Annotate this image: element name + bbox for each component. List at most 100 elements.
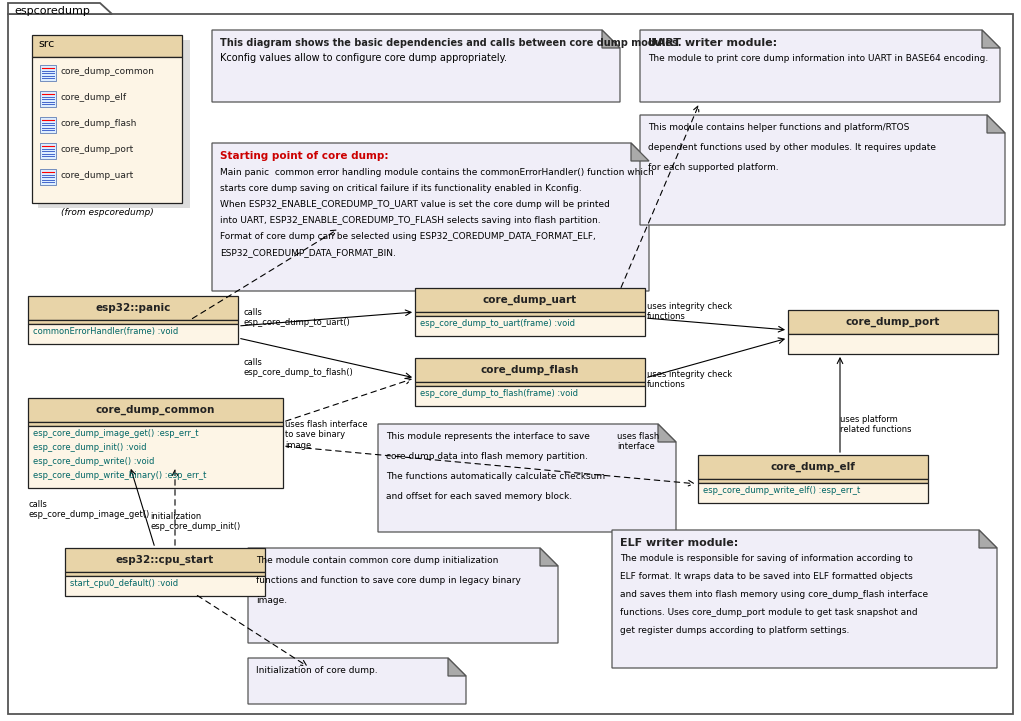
Text: and offset for each saved memory block.: and offset for each saved memory block. <box>386 492 572 501</box>
FancyBboxPatch shape <box>65 548 265 572</box>
Polygon shape <box>987 115 1005 133</box>
FancyBboxPatch shape <box>788 334 998 354</box>
Polygon shape <box>640 30 1000 102</box>
Polygon shape <box>212 143 649 291</box>
Text: core_dump_elf: core_dump_elf <box>771 462 856 472</box>
Text: esp_core_dump_write() :void: esp_core_dump_write() :void <box>33 457 154 466</box>
Text: and saves them into flash memory using core_dump_flash interface: and saves them into flash memory using c… <box>620 590 928 599</box>
Text: core dump data into flash memory partition.: core dump data into flash memory partiti… <box>386 452 588 461</box>
Text: initialization
esp_core_dump_init(): initialization esp_core_dump_init() <box>150 512 240 531</box>
FancyBboxPatch shape <box>28 324 238 344</box>
Text: The functions automatically calculate checksum: The functions automatically calculate ch… <box>386 472 605 481</box>
Text: starts core dump saving on critical failure if its functionality enabled in Kcon: starts core dump saving on critical fail… <box>220 184 582 193</box>
Text: esp32::panic: esp32::panic <box>95 303 171 313</box>
FancyBboxPatch shape <box>415 382 645 386</box>
Text: calls
esp_core_dump_to_uart(): calls esp_core_dump_to_uart() <box>243 308 350 327</box>
Text: ELF format. It wraps data to be saved into ELF formatted objects: ELF format. It wraps data to be saved in… <box>620 572 913 581</box>
Polygon shape <box>248 548 558 643</box>
FancyBboxPatch shape <box>28 422 283 426</box>
Text: ESP32_COREDUMP_DATA_FORMAT_BIN.: ESP32_COREDUMP_DATA_FORMAT_BIN. <box>220 248 396 257</box>
FancyBboxPatch shape <box>415 316 645 336</box>
Text: Main panic  common error handling module contains the commonErrorHandler() funct: Main panic common error handling module … <box>220 168 653 177</box>
Text: espcoredump: espcoredump <box>14 6 90 16</box>
Text: The module is responsible for saving of information according to: The module is responsible for saving of … <box>620 554 913 563</box>
FancyBboxPatch shape <box>28 398 283 422</box>
Text: core_dump_uart: core_dump_uart <box>483 295 577 305</box>
FancyBboxPatch shape <box>415 312 645 316</box>
FancyBboxPatch shape <box>65 576 265 596</box>
FancyBboxPatch shape <box>40 91 56 107</box>
FancyBboxPatch shape <box>40 117 56 133</box>
Text: core_dump_flash: core_dump_flash <box>481 365 579 375</box>
Text: (from espcoredump): (from espcoredump) <box>60 208 153 217</box>
Polygon shape <box>640 115 1005 225</box>
Polygon shape <box>448 658 466 676</box>
Text: Format of core dump can be selected using ESP32_COREDUMP_DATA_FORMAT_ELF,: Format of core dump can be selected usin… <box>220 232 595 241</box>
FancyBboxPatch shape <box>38 40 190 208</box>
Text: commonErrorHandler(frame) :void: commonErrorHandler(frame) :void <box>33 327 179 336</box>
Polygon shape <box>612 530 996 668</box>
Text: esp_core_dump_init() :void: esp_core_dump_init() :void <box>33 443 146 452</box>
Polygon shape <box>602 30 620 48</box>
Text: src: src <box>38 39 54 49</box>
Text: start_cpu0_default() :void: start_cpu0_default() :void <box>70 579 178 588</box>
Text: uses platform
related functions: uses platform related functions <box>840 415 912 434</box>
FancyBboxPatch shape <box>698 483 928 503</box>
Text: UART writer module:: UART writer module: <box>648 38 777 48</box>
Text: image.: image. <box>256 596 287 605</box>
FancyBboxPatch shape <box>788 310 998 334</box>
FancyBboxPatch shape <box>40 143 56 159</box>
Polygon shape <box>8 3 112 14</box>
Polygon shape <box>982 30 1000 48</box>
Text: uses flash
interface: uses flash interface <box>617 432 660 451</box>
Text: Starting point of core dump:: Starting point of core dump: <box>220 151 389 161</box>
Text: esp_core_dump_to_flash(frame) :void: esp_core_dump_to_flash(frame) :void <box>420 389 578 398</box>
Text: for each supported platform.: for each supported platform. <box>648 163 779 172</box>
Text: core_dump_port: core_dump_port <box>60 145 134 154</box>
FancyBboxPatch shape <box>415 386 645 406</box>
Text: Initialization of core dump.: Initialization of core dump. <box>256 666 378 675</box>
Polygon shape <box>631 143 649 161</box>
FancyBboxPatch shape <box>415 358 645 382</box>
FancyBboxPatch shape <box>65 572 265 576</box>
FancyBboxPatch shape <box>40 65 56 81</box>
Text: uses integrity check
functions: uses integrity check functions <box>647 370 732 389</box>
Text: Kconfig values allow to configure core dump appropriately.: Kconfig values allow to configure core d… <box>220 53 507 63</box>
Polygon shape <box>248 658 466 704</box>
Text: This diagram shows the basic dependencies and calls between core dump modules.: This diagram shows the basic dependencie… <box>220 38 681 48</box>
Text: functions. Uses core_dump_port module to get task snapshot and: functions. Uses core_dump_port module to… <box>620 608 918 617</box>
Polygon shape <box>378 424 676 532</box>
Text: into UART, ESP32_ENABLE_COREDUMP_TO_FLASH selects saving into flash partition.: into UART, ESP32_ENABLE_COREDUMP_TO_FLAS… <box>220 216 600 225</box>
FancyBboxPatch shape <box>8 14 1013 714</box>
Text: When ESP32_ENABLE_COREDUMP_TO_UART value is set the core dump will be printed: When ESP32_ENABLE_COREDUMP_TO_UART value… <box>220 200 610 209</box>
Text: uses integrity check
functions: uses integrity check functions <box>647 302 732 322</box>
FancyBboxPatch shape <box>40 169 56 185</box>
FancyBboxPatch shape <box>415 288 645 312</box>
FancyBboxPatch shape <box>32 35 182 57</box>
Text: The module to print core dump information into UART in BASE64 encoding.: The module to print core dump informatio… <box>648 54 988 63</box>
Polygon shape <box>658 424 676 442</box>
Text: core_dump_uart: core_dump_uart <box>60 171 134 180</box>
Text: esp_core_dump_write_elf() :esp_err_t: esp_core_dump_write_elf() :esp_err_t <box>703 486 861 495</box>
Polygon shape <box>979 530 996 548</box>
Text: This module contains helper functions and platform/RTOS: This module contains helper functions an… <box>648 123 910 132</box>
Text: esp32::cpu_start: esp32::cpu_start <box>115 555 214 565</box>
Text: The module contain common core dump initialization: The module contain common core dump init… <box>256 556 498 565</box>
Text: core_dump_flash: core_dump_flash <box>60 119 137 128</box>
FancyBboxPatch shape <box>698 479 928 483</box>
Text: core_dump_elf: core_dump_elf <box>60 93 127 102</box>
FancyBboxPatch shape <box>28 320 238 324</box>
FancyBboxPatch shape <box>28 296 238 320</box>
FancyBboxPatch shape <box>28 426 283 488</box>
Text: esp_core_dump_write_binary() :esp_err_t: esp_core_dump_write_binary() :esp_err_t <box>33 471 206 480</box>
Text: functions and function to save core dump in legacy binary: functions and function to save core dump… <box>256 576 521 585</box>
Text: This module represents the interface to save: This module represents the interface to … <box>386 432 590 441</box>
Text: calls
esp_core_dump_image_get(): calls esp_core_dump_image_get() <box>28 500 149 519</box>
Polygon shape <box>212 30 620 102</box>
Text: get register dumps according to platform settings.: get register dumps according to platform… <box>620 626 849 635</box>
Text: calls
esp_core_dump_to_flash(): calls esp_core_dump_to_flash() <box>243 358 352 377</box>
Text: core_dump_common: core_dump_common <box>96 405 215 415</box>
Text: ELF writer module:: ELF writer module: <box>620 538 738 548</box>
Text: esp_core_dump_image_get() :esp_err_t: esp_core_dump_image_get() :esp_err_t <box>33 429 198 438</box>
FancyBboxPatch shape <box>32 57 182 203</box>
